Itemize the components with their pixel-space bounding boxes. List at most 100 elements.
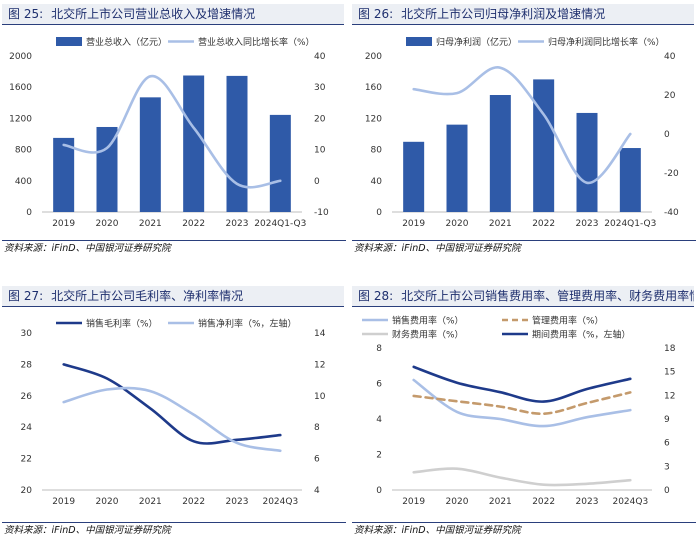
x-tick-label: 2021 — [489, 497, 512, 507]
y-left-tick: 0 — [376, 486, 382, 496]
bar — [139, 97, 161, 212]
y-right-tick: 9 — [664, 415, 670, 425]
y-right-tick: 15 — [664, 368, 675, 378]
y-left-tick: 1600 — [9, 83, 32, 93]
y-left-tick: 30 — [21, 329, 33, 339]
x-tick-label: 2024Q3 — [612, 497, 648, 507]
series-line — [412, 365, 632, 403]
x-tick-label: 2019 — [52, 497, 75, 507]
source-note: 资料来源：iFinD、中国银河证券研究院 — [352, 522, 696, 539]
panel-margins: 图 27: 北交所上市公司毛利率、净利率情况 20 22 24 26 28 30 4 6 8 10 1… — [2, 286, 346, 544]
y-left-tick: 800 — [15, 146, 32, 156]
y-right-tick: 0 — [314, 177, 320, 187]
y-left-tick: 1200 — [9, 114, 32, 124]
bar — [53, 137, 75, 212]
y-right-tick: 14 — [314, 329, 326, 339]
x-tick-label: 2019 — [52, 219, 75, 229]
y-left-tick: 8 — [376, 344, 382, 354]
legend-label: 期间费用率（%，左轴） — [532, 329, 631, 341]
x-tick-label: 2023 — [226, 219, 249, 229]
bar — [269, 114, 291, 212]
y-right-tick: 0 — [664, 486, 670, 496]
bar — [619, 148, 641, 212]
y-right-tick: 3 — [664, 462, 670, 472]
panel-net-profit: 图 26: 北交所上市公司归母净利润及增速情况 0 40 80 120 160 200 -40… — [352, 4, 696, 262]
legend-label-line: 营业总收入同比增长率（%） — [198, 36, 315, 48]
x-tick-label: 2024Q1-Q3 — [254, 219, 306, 229]
y-right-tick: 18 — [664, 344, 676, 354]
legend-label-bar: 归母净利润（亿元） — [436, 36, 517, 48]
y-left-tick: 120 — [365, 114, 382, 124]
series-line — [62, 363, 282, 445]
panel-expense-ratios: 图 28: 北交所上市公司销售费用率、管理费用率、财务费用率情况 0 2 4 6 8 0 3 6… — [352, 286, 696, 544]
source-note: 资料来源：iFinD、中国银河证券研究院 — [2, 240, 346, 257]
y-right-tick: -40 — [664, 208, 679, 218]
legend-label: 销售净利率（%，左轴） — [198, 318, 297, 330]
x-tick-label: 2020 — [446, 219, 469, 229]
figure-number: 图 26: — [358, 7, 394, 21]
y-right-tick: 40 — [314, 52, 326, 62]
y-left-tick: 6 — [376, 380, 382, 390]
legend-label: 销售毛利率（%） — [86, 318, 158, 330]
x-tick-label: 2022 — [182, 497, 205, 507]
bar — [446, 124, 468, 212]
source-note: 资料来源：iFinD、中国银河证券研究院 — [352, 240, 696, 257]
growth-line — [412, 66, 632, 185]
y-left-tick: 0 — [26, 208, 32, 218]
legend-label: 销售费用率（%） — [392, 315, 464, 327]
x-tick-label: 2021 — [489, 219, 512, 229]
x-tick-label: 2023 — [576, 219, 599, 229]
series-line — [412, 378, 632, 428]
panel-revenue: 图 25: 北交所上市公司营业总收入及增速情况 0 400 800 1200 1600 20… — [2, 4, 346, 262]
y-left-tick: 24 — [21, 423, 33, 433]
legend-swatch-bar — [56, 37, 82, 46]
chart-revenue: 0 400 800 1200 1600 2000 -10 0 10 20 30 40 2019 2020 2… — [9, 36, 329, 229]
y-right-tick: 12 — [314, 360, 325, 370]
x-tick-label: 2023 — [576, 497, 599, 507]
y-right-tick: -20 — [664, 169, 679, 179]
y-right-tick: 20 — [314, 114, 326, 124]
x-tick-label: 2022 — [532, 497, 555, 507]
x-tick-label: 2021 — [139, 219, 162, 229]
y-left-tick: 40 — [371, 177, 383, 187]
x-tick-label: 2020 — [96, 497, 119, 507]
x-tick-label: 2019 — [402, 497, 425, 507]
y-left-tick: 400 — [15, 177, 32, 187]
chart-expense-ratios: 0 2 4 6 8 0 3 6 9 12 15 18 2019 2020 2021 2022 2023 2024Q… — [362, 315, 676, 507]
y-right-tick: 6 — [314, 455, 320, 465]
x-tick-label: 2020 — [96, 219, 119, 229]
bar — [576, 112, 598, 212]
y-left-tick: 200 — [365, 52, 382, 62]
x-tick-label: 2022 — [532, 219, 555, 229]
x-tick-label: 2024Q1-Q3 — [604, 219, 656, 229]
y-right-tick: -10 — [314, 208, 329, 218]
y-right-tick: 30 — [314, 83, 326, 93]
y-right-tick: 40 — [664, 52, 676, 62]
figure-number: 图 28: — [358, 289, 394, 303]
bar — [183, 75, 205, 212]
x-tick-label: 2023 — [226, 497, 249, 507]
chart-title: 北交所上市公司归母净利润及增速情况 — [401, 7, 606, 21]
x-tick-label: 2022 — [182, 219, 205, 229]
series-line — [412, 467, 632, 487]
figure-number: 图 27: — [8, 289, 44, 303]
chart-title: 北交所上市公司营业总收入及增速情况 — [51, 7, 256, 21]
y-left-tick: 20 — [21, 486, 33, 496]
y-left-tick: 80 — [371, 146, 383, 156]
y-right-tick: 10 — [314, 146, 326, 156]
y-right-tick: 10 — [314, 392, 326, 402]
legend-label-bar: 营业总收入（亿元） — [86, 36, 167, 48]
legend-swatch-bar — [406, 37, 432, 46]
bar — [96, 126, 118, 212]
y-left-tick: 0 — [376, 208, 382, 218]
y-right-tick: 6 — [664, 439, 670, 449]
legend-label: 管理费用率（%） — [532, 315, 604, 327]
x-tick-label: 2024Q3 — [262, 497, 298, 507]
y-right-tick: 0 — [664, 130, 670, 140]
y-left-tick: 2000 — [9, 52, 32, 62]
chart-title: 北交所上市公司销售费用率、管理费用率、财务费用率情况 — [401, 289, 694, 303]
y-left-tick: 28 — [21, 360, 33, 370]
chart-title: 北交所上市公司毛利率、净利率情况 — [51, 289, 244, 303]
figure-number: 图 25: — [8, 7, 44, 21]
